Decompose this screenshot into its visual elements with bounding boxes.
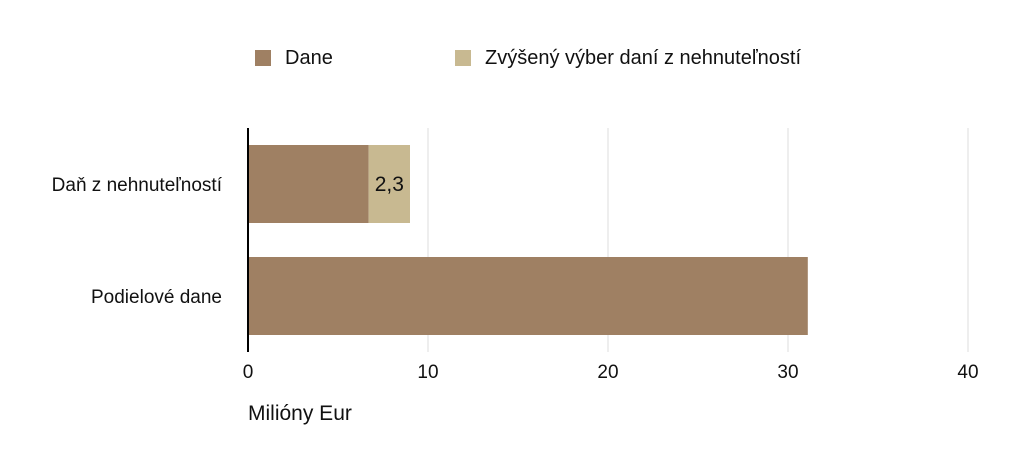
category-label-1: Daň z nehnuteľností <box>52 175 223 196</box>
legend: Dane Zvýšený výber daní z nehnuteľností <box>0 46 1024 72</box>
category-label-2: Podielové dane <box>91 287 222 308</box>
legend-label-dane: Dane <box>285 47 333 69</box>
x-tick-label-20: 20 <box>597 362 618 383</box>
x-tick-label-10: 10 <box>417 362 438 383</box>
legend-label-zvyseny-vyber: Zvýšený výber daní z nehnuteľností <box>485 47 802 69</box>
legend-swatch-dane <box>255 50 271 66</box>
bar-1-dane <box>248 145 369 223</box>
x-tick-label-40: 40 <box>957 362 978 383</box>
bar-1-zvyseny-vyber <box>368 145 410 223</box>
legend-swatch-zvyseny-vyber <box>455 50 471 66</box>
x-axis-title: Milióny Eur <box>248 402 352 425</box>
data-label-1: 2,3 <box>375 173 404 196</box>
x-tick-label-30: 30 <box>777 362 798 383</box>
legend-item-dane: Dane <box>255 46 333 70</box>
bar-2-dane <box>248 257 808 335</box>
legend-item-zvyseny-vyber: Zvýšený výber daní z nehnuteľností <box>455 46 801 70</box>
x-tick-label-0: 0 <box>243 362 254 383</box>
